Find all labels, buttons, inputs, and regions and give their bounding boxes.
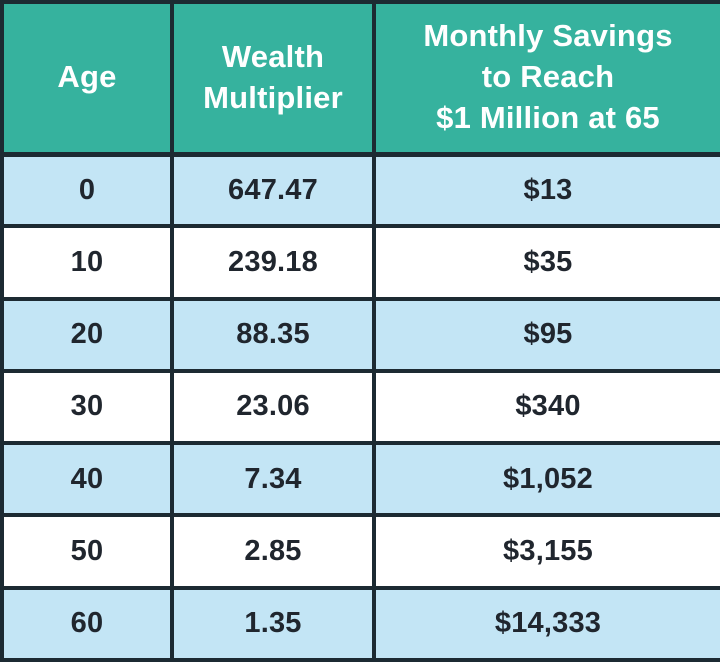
table-row: 20 88.35 $95 bbox=[0, 296, 720, 373]
header-multiplier-line-2: Multiplier bbox=[203, 79, 343, 115]
savings-cell: $3,155 bbox=[372, 513, 720, 590]
savings-cell: $95 bbox=[372, 296, 720, 373]
multiplier-cell: 23.06 bbox=[170, 368, 376, 446]
header-savings-line-2: to Reach bbox=[481, 59, 615, 95]
header-cell-age: Age bbox=[0, 0, 174, 157]
header-cell-wealth-multiplier: Wealth Multiplier bbox=[170, 0, 376, 157]
multiplier-cell: 7.34 bbox=[170, 441, 376, 518]
table-header: Age Wealth Multiplier Monthly Savings to… bbox=[0, 0, 720, 157]
age-cell: 60 bbox=[0, 585, 174, 662]
savings-cell: $340 bbox=[372, 368, 720, 446]
multiplier-cell: 1.35 bbox=[170, 585, 376, 662]
multiplier-cell: 2.85 bbox=[170, 513, 376, 590]
age-cell: 20 bbox=[0, 296, 174, 373]
savings-cell: $14,333 bbox=[372, 585, 720, 662]
table-row: 0 647.47 $13 bbox=[0, 151, 720, 229]
header-row: Age Wealth Multiplier Monthly Savings to… bbox=[0, 0, 720, 157]
savings-cell: $13 bbox=[372, 151, 720, 229]
table-row: 40 7.34 $1,052 bbox=[0, 441, 720, 518]
multiplier-cell: 239.18 bbox=[170, 224, 376, 301]
header-cell-monthly-savings: Monthly Savings to Reach $1 Million at 6… bbox=[372, 0, 720, 157]
age-cell: 30 bbox=[0, 368, 174, 446]
table-row: 50 2.85 $3,155 bbox=[0, 513, 720, 590]
table-row: 10 239.18 $35 bbox=[0, 224, 720, 301]
savings-cell: $1,052 bbox=[372, 441, 720, 518]
table-row: 60 1.35 $14,333 bbox=[0, 585, 720, 662]
multiplier-cell: 647.47 bbox=[170, 151, 376, 229]
age-cell: 0 bbox=[0, 151, 174, 229]
multiplier-cell: 88.35 bbox=[170, 296, 376, 373]
header-age-label: Age bbox=[57, 59, 117, 95]
header-multiplier-line-1: Wealth bbox=[221, 38, 325, 74]
header-savings-line-3: $1 Million at 65 bbox=[436, 100, 660, 136]
age-cell: 10 bbox=[0, 224, 174, 301]
age-cell: 40 bbox=[0, 441, 174, 518]
header-savings-line-1: Monthly Savings bbox=[423, 18, 673, 54]
table-body: 0 647.47 $13 10 239.18 $35 20 88.35 $95 … bbox=[0, 151, 720, 662]
age-cell: 50 bbox=[0, 513, 174, 590]
savings-cell: $35 bbox=[372, 224, 720, 301]
table-row: 30 23.06 $340 bbox=[0, 368, 720, 446]
